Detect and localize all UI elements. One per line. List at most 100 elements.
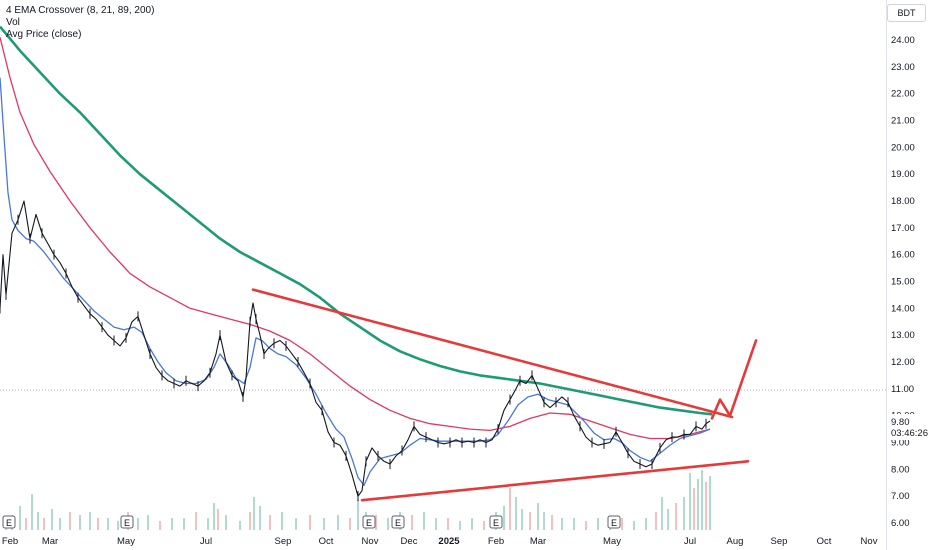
x-axis: Feb Mar May Jul Sep Oct Nov Dec 2025 Feb Mar May Jul… [2, 536, 878, 547]
volume-bar [645, 518, 647, 530]
candle-countdown-timer: 03:46:26 [891, 428, 928, 439]
x-tick-label: Feb [488, 536, 504, 547]
volume-bar [459, 521, 461, 530]
volume-bar [375, 515, 377, 530]
volume-bar [171, 518, 173, 530]
volume-bar [683, 497, 685, 530]
volume-bar [573, 518, 575, 530]
volume-bar [509, 488, 511, 530]
y-tick-label: 8.00 [891, 464, 910, 475]
earnings-marker-label: E [124, 518, 130, 528]
volume-bar [117, 521, 119, 530]
y-tick-label: 12.00 [891, 357, 915, 368]
volume-bar [183, 518, 185, 530]
volume-bar [107, 518, 109, 530]
earnings-marker-label: E [6, 518, 12, 528]
earnings-marker: E [391, 515, 405, 529]
x-tick-label: Sep [275, 536, 292, 547]
volume-bar [561, 518, 563, 530]
x-tick-label: Oct [319, 536, 334, 547]
y-tick-label: 9.00 [891, 438, 910, 449]
volume-bar [597, 518, 599, 530]
x-tick-label: Dec [401, 536, 418, 547]
volume-bar [521, 509, 523, 530]
earnings-marker-box [2, 515, 16, 529]
volume-bar [357, 500, 359, 530]
earnings-marker-box [391, 515, 405, 529]
volume-bar [483, 521, 485, 530]
current-price-box [887, 414, 932, 441]
y-tick-label: 14.00 [891, 303, 915, 314]
volume-bar [89, 512, 91, 530]
ema-lines [0, 25, 713, 487]
volume-bar [585, 521, 587, 530]
volume-bar [693, 488, 695, 530]
currency-button[interactable]: BDT [887, 4, 926, 22]
x-tick-label: Feb [2, 536, 18, 547]
volume-bar [701, 470, 703, 530]
earnings-marker-label: E [395, 518, 401, 528]
volume-label[interactable]: Vol [6, 17, 20, 28]
x-tick-label: Jul [200, 536, 212, 547]
volume-bar [411, 515, 413, 530]
earnings-marker-box [120, 515, 134, 529]
volume-bar [97, 518, 99, 530]
current-price-value: 9.80 [891, 417, 910, 428]
y-tick-label: 20.00 [891, 142, 915, 153]
y-tick-label: 6.00 [891, 518, 910, 529]
volume-bar [621, 518, 623, 530]
x-tick-label: Mar [42, 536, 58, 547]
volume-bar [59, 518, 61, 530]
earnings-marker: E [2, 515, 16, 529]
volume-bar [259, 506, 261, 530]
volume-bar [269, 515, 271, 530]
y-tick-label: 15.00 [891, 277, 915, 288]
earnings-marker-label: E [366, 518, 372, 528]
earnings-marker-label: E [611, 518, 617, 528]
indicator-title[interactable]: 4 EMA Crossover (8, 21, 89, 200) [6, 5, 155, 16]
earnings-marker-label: E [493, 518, 499, 528]
y-tick-label: 23.00 [891, 62, 915, 73]
x-tick-label: Nov [861, 536, 878, 547]
volume-bar [69, 512, 71, 530]
y-tick-label: 22.00 [891, 89, 915, 100]
earnings-marker-box [489, 515, 503, 529]
volume-bar [667, 509, 669, 530]
y-tick-label: 17.00 [891, 223, 915, 234]
volume-bar [37, 512, 39, 530]
price-axis-divider [886, 0, 887, 550]
y-tick-label: 11.00 [891, 384, 914, 395]
volume-bar [423, 512, 425, 530]
ema-fast-line [0, 77, 711, 487]
chart-legend: 4 EMA Crossover (8, 21, 89, 200) Vol Avg… [6, 5, 154, 41]
earnings-marker-box [607, 515, 621, 529]
volume-bar [51, 509, 53, 530]
earnings-marker: E [489, 515, 503, 529]
volume-bar [295, 518, 297, 530]
price-series-line [0, 200, 711, 497]
volume-bar [31, 494, 33, 530]
volume-bar [529, 512, 531, 530]
volume-bar [705, 482, 707, 530]
volume-bar [79, 515, 81, 530]
y-tick-label: 21.00 [891, 116, 915, 127]
volume-bar [253, 497, 255, 530]
volume-bar [349, 518, 351, 530]
avg-price-label[interactable]: Avg Price (close) [6, 29, 82, 40]
y-tick-label: 13.00 [891, 330, 915, 341]
x-tick-label: Jul [684, 536, 696, 547]
x-tick-label: Mar [530, 536, 546, 547]
volume-bar [655, 512, 657, 530]
earnings-marker: E [120, 515, 134, 529]
volume-bar [213, 503, 215, 530]
projection-arrow-trendline [710, 339, 758, 420]
volume-bar [25, 518, 27, 530]
volume-bar [337, 515, 339, 530]
volume-bar [159, 521, 161, 530]
volume-bar [537, 503, 539, 530]
x-tick-label: May [117, 536, 135, 547]
volume-bar [225, 515, 227, 530]
